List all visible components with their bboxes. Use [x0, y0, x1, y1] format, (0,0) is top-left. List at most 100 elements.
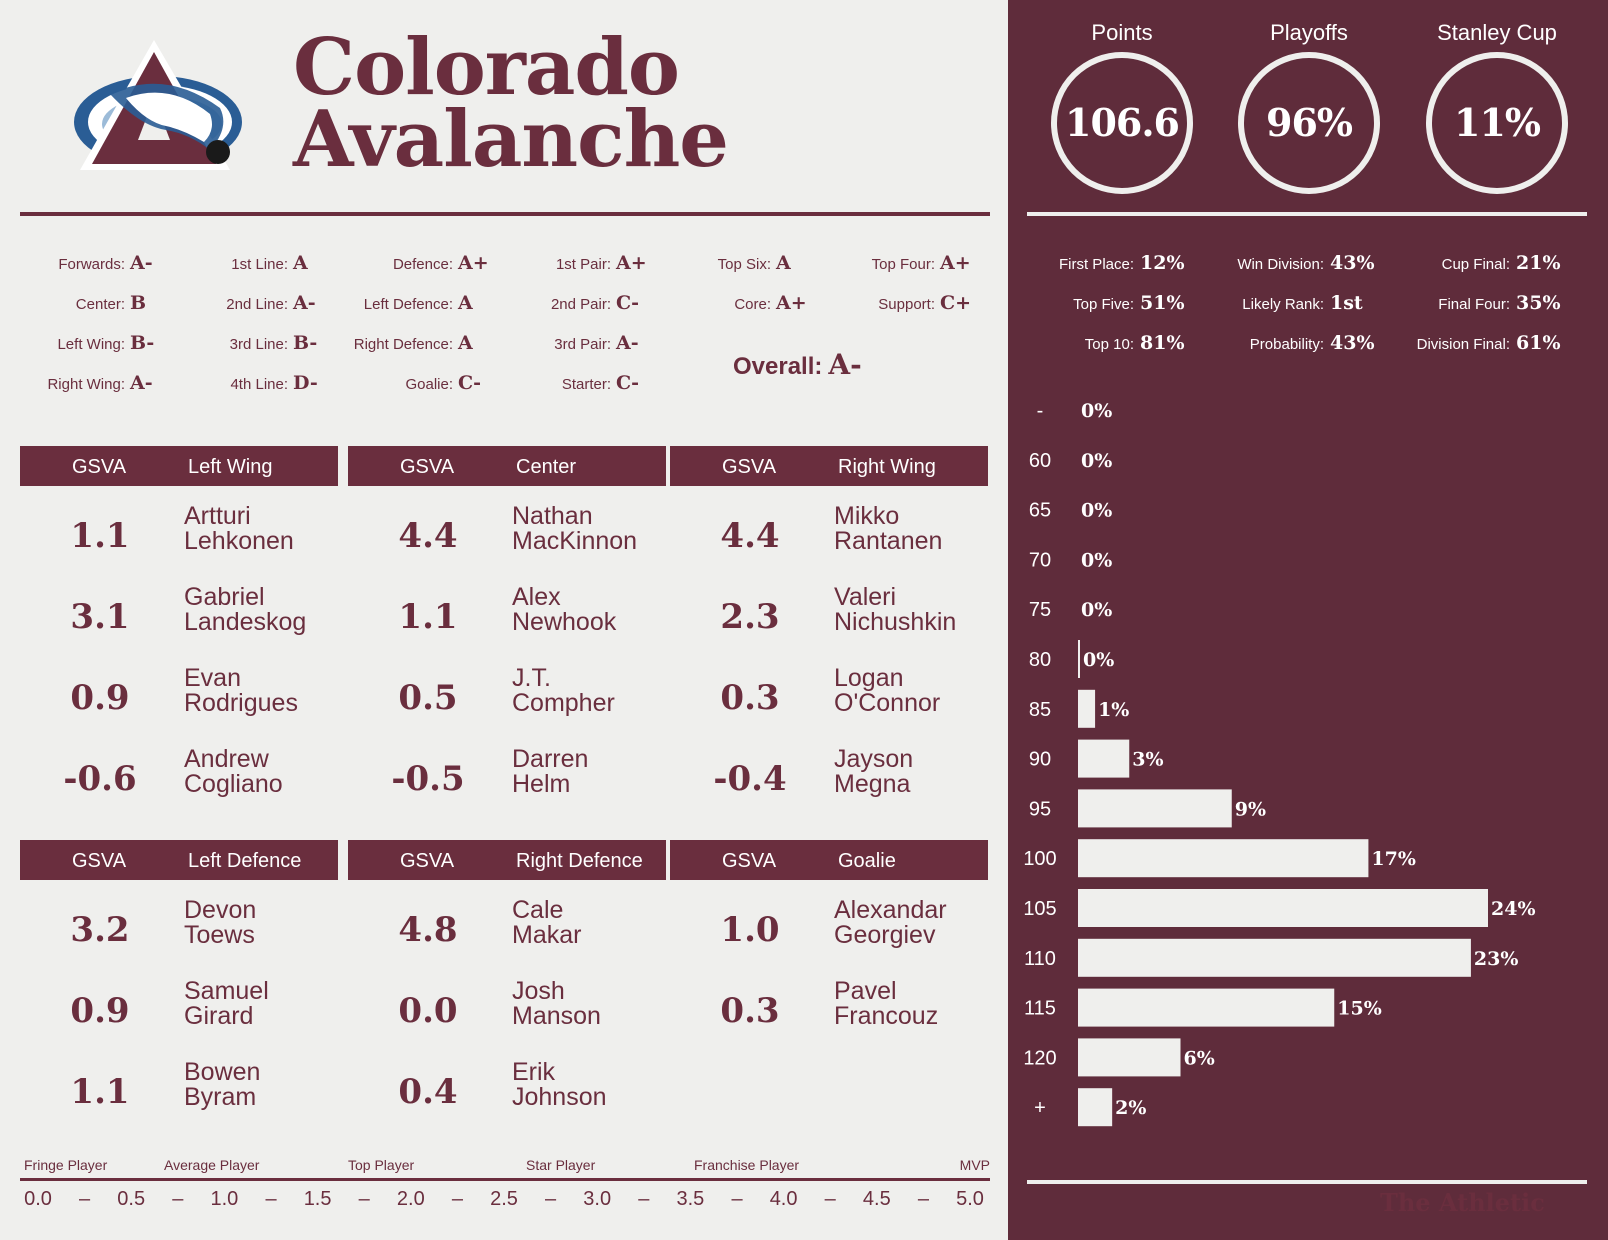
header-divider	[20, 212, 990, 216]
grade-value: B	[130, 292, 147, 314]
bar-category-label: 120	[1023, 1047, 1056, 1069]
grade-value: A	[458, 292, 473, 314]
distribution-bar	[1078, 839, 1369, 878]
player-row: 3.1 Gabriel Landeskog	[20, 579, 338, 649]
grade-item: Forwards: A-	[58, 252, 162, 274]
bar-category-label: 85	[1029, 699, 1051, 721]
player-last-name: Johnson	[512, 1083, 607, 1111]
probability-value: 12%	[1140, 252, 1185, 274]
player-name: Evan Rodrigues	[184, 666, 298, 716]
gsva-value: 0.9	[70, 678, 130, 718]
bar-category-label: 110	[1024, 948, 1056, 970]
position-table: GSVA Right Defence 4.8 Cale Makar 0.0 Josh Mans…	[348, 840, 666, 1160]
grade-label: Forwards:	[58, 256, 125, 273]
position-table: GSVA Right Wing 4.4 Mikko Rantanen 2.3 Valeri N…	[670, 446, 988, 799]
gsva-value: 3.2	[70, 910, 130, 950]
bar-category-label: 115	[1024, 998, 1056, 1020]
scale-tick: –	[824, 1188, 836, 1210]
player-name: Samuel Girard	[184, 979, 269, 1029]
grade-label: Starter:	[561, 376, 611, 393]
player-first-name: Bowen	[184, 1058, 261, 1086]
player-name: Josh Manson	[512, 979, 601, 1029]
player-row: 1.1 Artturi Lehkonen	[20, 498, 338, 568]
scale-tick: 3.5	[676, 1188, 705, 1210]
player-name: Alex Newhook	[512, 585, 616, 635]
bar-value-label: 0%	[1081, 500, 1112, 522]
player-row: 2.3 Valeri Nichushkin	[670, 579, 988, 649]
summary-title: Playoffs	[1270, 20, 1348, 45]
summary-divider	[1027, 212, 1587, 216]
grade-item: Center: B	[76, 292, 162, 314]
grade-item: Top Four: A+	[872, 252, 972, 274]
bar-category-label: 65	[1029, 500, 1051, 522]
bar-category-label: -	[1037, 400, 1044, 422]
bar-category-label: 75	[1029, 599, 1051, 621]
gsva-value: 0.9	[70, 991, 130, 1031]
distribution-bar	[1078, 689, 1096, 728]
bar-category-label: 70	[1029, 549, 1051, 571]
player-first-name: Jayson	[834, 745, 914, 773]
player-row: 0.3 Pavel Francouz	[670, 973, 988, 1043]
bar-value-label: 23%	[1474, 948, 1519, 970]
player-name: Gabriel Landeskog	[184, 585, 306, 635]
gsva-value: 4.8	[398, 910, 458, 950]
grade-value: C-	[616, 292, 640, 314]
grade-value: A	[293, 252, 308, 274]
scale-tick: 1.0	[210, 1188, 239, 1210]
player-last-name: Georgiev	[834, 921, 936, 949]
player-row: 3.2 Devon Toews	[20, 892, 338, 962]
grade-value: A+	[776, 292, 807, 314]
player-last-name: Landeskog	[184, 608, 307, 636]
position-header: Right Defence	[516, 850, 643, 872]
probability-label: Win Division:	[1237, 256, 1324, 273]
grade-label: 2nd Pair:	[550, 296, 611, 313]
gsva-value: 4.4	[720, 516, 780, 556]
grade-item: 2nd Pair: C-	[551, 292, 648, 314]
probability-item: Cup Final: 21%	[1442, 252, 1561, 274]
bar-value-label: 0%	[1081, 450, 1112, 472]
grade-item: Left Wing: B-	[57, 332, 162, 354]
player-name: Bowen Byram	[184, 1060, 260, 1110]
team-panel: Colorado Avalanche Forwards: A- Center: B Le…	[20, 28, 990, 1210]
player-last-name: Manson	[512, 1002, 601, 1030]
player-name: Andrew Cogliano	[184, 747, 283, 797]
distribution-bar	[1078, 988, 1335, 1027]
team-title: Colorado Avalanche	[293, 29, 729, 179]
gsva-value: 1.1	[70, 516, 130, 556]
grade-label: Right Wing:	[47, 376, 125, 393]
bar-value-label: 15%	[1337, 998, 1382, 1020]
probability-label: Division Final:	[1416, 336, 1510, 353]
grade-item: Defence: A+	[393, 252, 490, 274]
player-row: 0.3 Logan O'Connor	[670, 660, 988, 730]
scale-tick: –	[451, 1188, 463, 1210]
summary-value-circle: 11%	[1426, 52, 1568, 194]
grade-item: Goalie: C-	[405, 372, 490, 394]
position-table: GSVA Left Defence 3.2 Devon Toews 0.9 Samuel Gi…	[20, 840, 338, 1160]
bar-value-label: 0%	[1081, 549, 1112, 571]
bar-category-label: 80	[1029, 649, 1051, 671]
grade-item: Core: A+	[734, 292, 808, 314]
probability-value: 43%	[1330, 252, 1375, 274]
player-name: Valeri Nichushkin	[834, 585, 956, 635]
scale-tick: 2.5	[490, 1188, 518, 1210]
scale-tick: 3.0	[583, 1188, 612, 1210]
scale-label: Star Player	[526, 1157, 596, 1173]
player-name: Pavel Francouz	[834, 979, 938, 1029]
gsva-value: -0.5	[391, 759, 465, 799]
grade-value: C-	[458, 372, 482, 394]
grade-value: A-	[616, 332, 639, 354]
player-row: -0.6 Andrew Cogliano	[20, 741, 338, 811]
bar-category-label: 100	[1023, 848, 1056, 870]
gsva-value: -0.4	[713, 759, 787, 799]
points-distribution-chart: - 0% 60 0% 65 0% 70 0% 75 0% 80 0% 85 1% 90 3% 95 9% 100 17…	[1023, 400, 1536, 1127]
grade-item: Starter: C-	[562, 372, 648, 394]
player-first-name: Artturi	[184, 502, 251, 530]
table-header: GSVA Left Defence	[20, 840, 338, 880]
scale-label: Average Player	[164, 1157, 260, 1173]
position-table: GSVA Center 4.4 Nathan MacKinnon 1.1 Alex Newho…	[348, 446, 666, 799]
grade-label: 1st Pair:	[555, 256, 611, 273]
gsva-value: 3.1	[70, 597, 130, 637]
scale-tick: –	[638, 1188, 650, 1210]
position-header: Goalie	[838, 850, 896, 872]
grade-label: Support:	[878, 296, 935, 313]
